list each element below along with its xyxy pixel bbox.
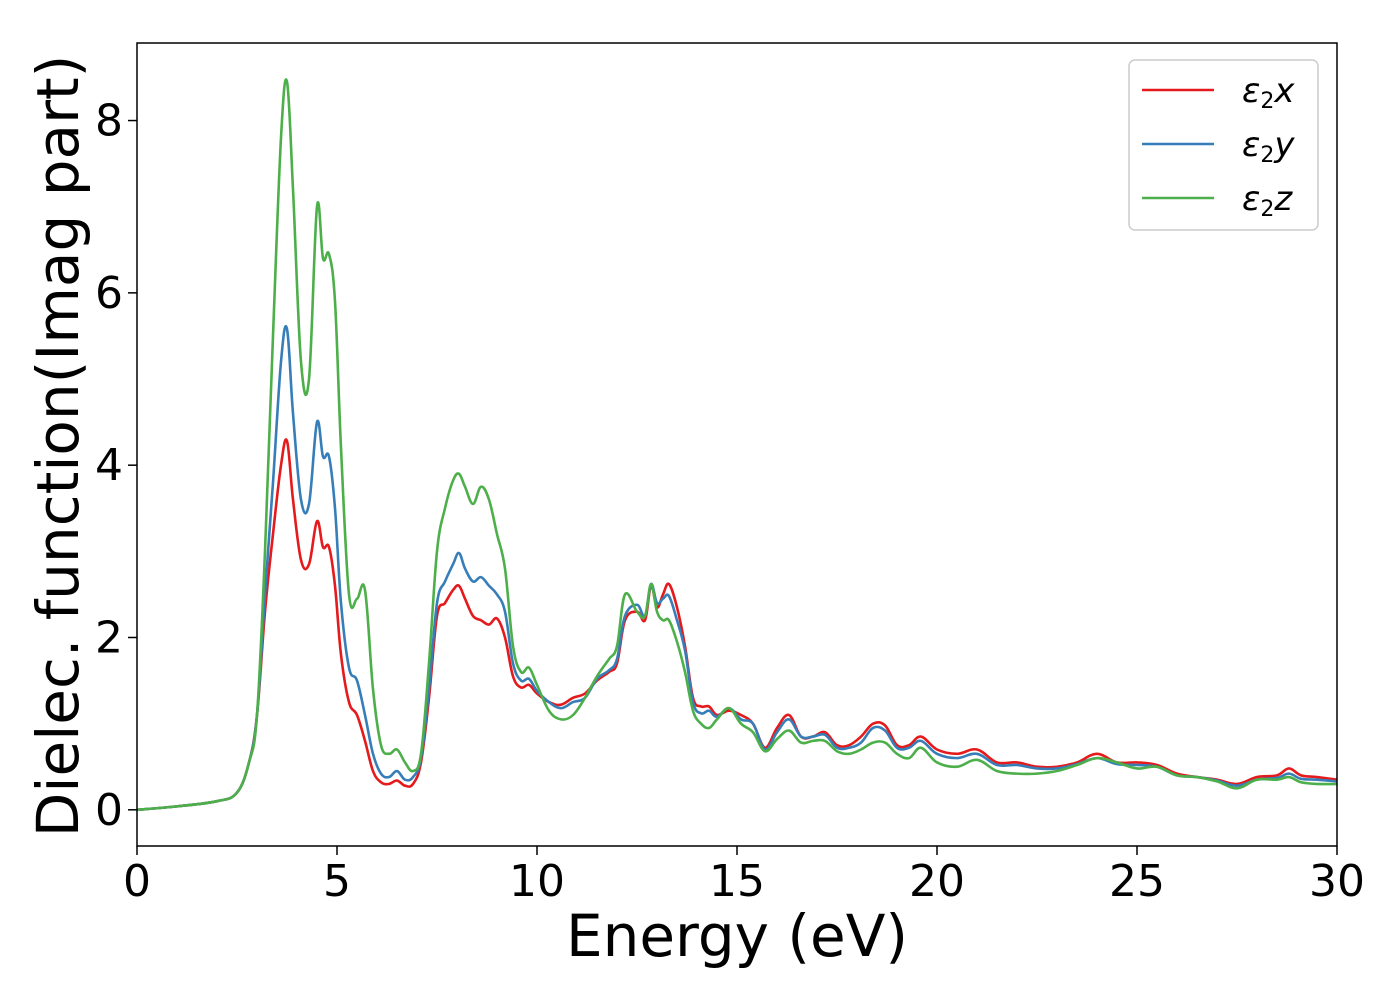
x-axis: 0 5 10 15 20 25 30 bbox=[123, 846, 1365, 907]
legend-label-y: ε2y bbox=[1242, 125, 1295, 168]
x-tick-label: 0 bbox=[123, 856, 151, 907]
series-line-x bbox=[137, 438, 1337, 812]
legend-box bbox=[1128, 59, 1319, 231]
y-axis-label: Dielec. function(Imag part) bbox=[24, 55, 92, 838]
legend-label-z: ε2z bbox=[1242, 179, 1293, 222]
y-tick-label: 0 bbox=[95, 785, 123, 836]
series-line-y bbox=[137, 325, 1337, 812]
y-tick-label: 8 bbox=[95, 96, 123, 147]
x-axis-label: Energy (eV) bbox=[566, 902, 908, 970]
y-tick-label: 4 bbox=[95, 440, 123, 491]
legend-label-x: ε2x bbox=[1242, 71, 1295, 114]
legend: ε2x ε2y ε2z bbox=[1128, 59, 1319, 231]
series-layer bbox=[137, 78, 1337, 812]
x-tick-label: 5 bbox=[323, 856, 351, 907]
x-tick-label: 10 bbox=[509, 856, 565, 907]
x-tick-label: 20 bbox=[909, 856, 965, 907]
y-tick-label: 6 bbox=[95, 268, 123, 319]
x-tick-label: 15 bbox=[709, 856, 765, 907]
y-tick-label: 2 bbox=[95, 612, 123, 663]
series-line-z bbox=[137, 78, 1337, 812]
x-tick-label: 25 bbox=[1109, 856, 1165, 907]
y-axis: 0 2 4 6 8 bbox=[95, 96, 137, 836]
x-tick-label: 30 bbox=[1309, 856, 1365, 907]
